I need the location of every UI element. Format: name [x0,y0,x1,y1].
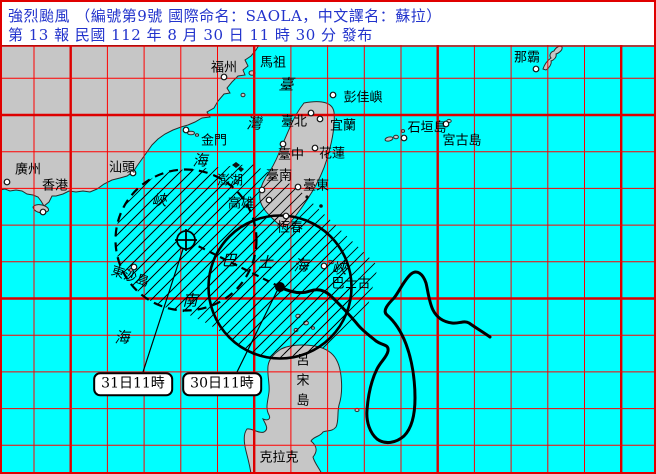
bulletin-header: 強烈颱風 （編號第9號 國際命名：SAOLA，中文譯名：蘇拉） 第 13 報 民… [0,0,656,45]
city-marker [316,115,324,123]
city-marker [279,140,287,148]
islet [400,129,406,133]
luzon-island [243,344,343,474]
city-marker [39,208,47,216]
islet [194,133,200,137]
land-layer [0,45,563,474]
city-marker [400,134,408,142]
city-marker [3,178,11,186]
city-marker [265,196,273,204]
city-marker [182,126,190,134]
city-marker [442,120,450,128]
past-track-line [278,270,492,445]
leader-line [236,290,278,373]
forecast-circle-outline [114,168,258,312]
city-marker [532,65,540,73]
city-marker [130,263,138,271]
city-markers [3,65,540,271]
city-marker [329,91,337,99]
city-marker [220,73,228,81]
city-marker [307,109,315,117]
latlon-grid [0,45,656,474]
current-position-dot [275,282,285,292]
city-marker [320,262,328,270]
city-marker [282,212,290,220]
city-marker [258,186,266,194]
orchid-island-dot [319,204,323,208]
leader-line [142,248,184,373]
typhoon-track-map [0,45,656,474]
city-marker [311,144,319,152]
forecast-track-line [185,239,281,288]
city-marker [294,183,302,191]
ishigaki-islet [384,136,394,142]
forecast-position-marker [175,229,197,251]
china-coast [0,45,260,207]
islet [393,134,399,140]
bulletin-issue-info: 第 13 報 民國 112 年 8 月 30 日 11 時 30 分 發布 [8,26,373,44]
label-leader-lines [142,248,278,373]
wind-circle-outline [207,214,353,360]
islet [240,92,246,98]
typhoon-title: 強烈颱風 （編號第9號 國際命名：SAOLA，中文譯名：蘇拉） [8,7,442,25]
city-marker [129,169,137,177]
